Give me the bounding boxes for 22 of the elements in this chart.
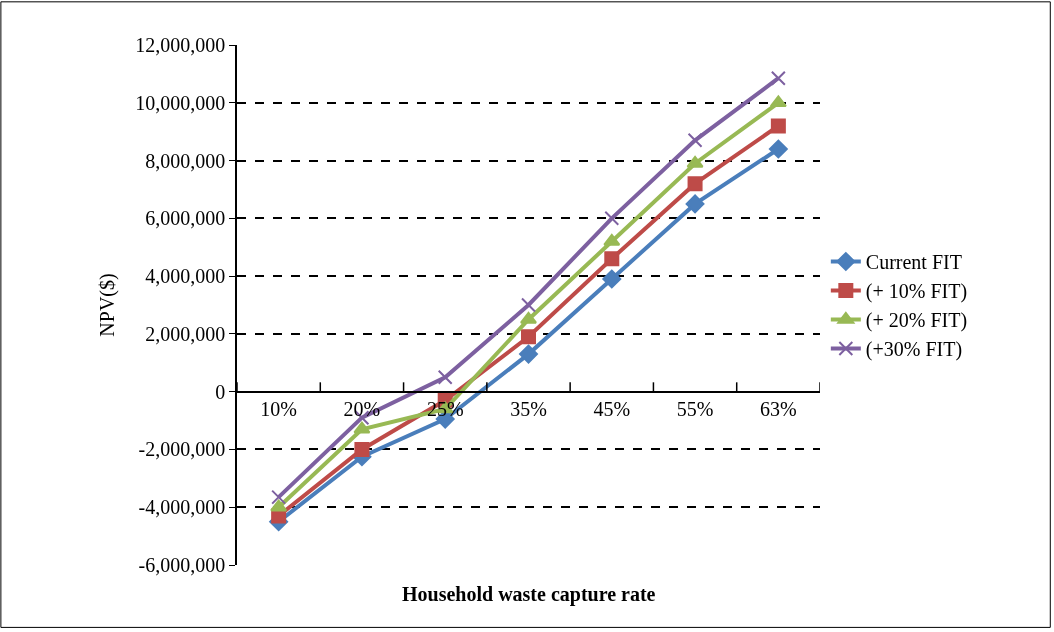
y-tick-label: 12,000,000: [135, 34, 226, 56]
y-tick-label: 0: [215, 380, 226, 403]
y-tick-label: -4,000,000: [138, 496, 226, 519]
x-tick-label: 20%: [343, 398, 381, 421]
x-axis-title: Household waste capture rate: [402, 583, 656, 606]
x-tick-label: 55%: [676, 398, 714, 421]
x-tick-label: 10%: [260, 398, 297, 421]
x-tick-label: 35%: [510, 398, 547, 421]
y-tick-label: 2,000,000: [145, 322, 226, 345]
y-tick-label: 10,000,000: [135, 91, 226, 114]
y-tick-label: -6,000,000: [138, 554, 226, 576]
legend-label: (+30% FIT): [865, 338, 963, 362]
y-tick-label: 8,000,000: [145, 149, 226, 172]
legend-label: Current FIT: [865, 251, 962, 274]
y-tick-label: -2,000,000: [138, 438, 226, 461]
y-tick-label: 6,000,000: [145, 207, 226, 230]
y-axis-title: NPV($): [96, 273, 120, 337]
x-tick-label: 45%: [593, 398, 631, 421]
x-tick-label: 63%: [760, 398, 797, 421]
legend-label: (+ 20% FIT): [865, 309, 968, 333]
y-tick-label: 4,000,000: [145, 265, 226, 288]
legend-label: (+ 10% FIT): [865, 280, 968, 304]
